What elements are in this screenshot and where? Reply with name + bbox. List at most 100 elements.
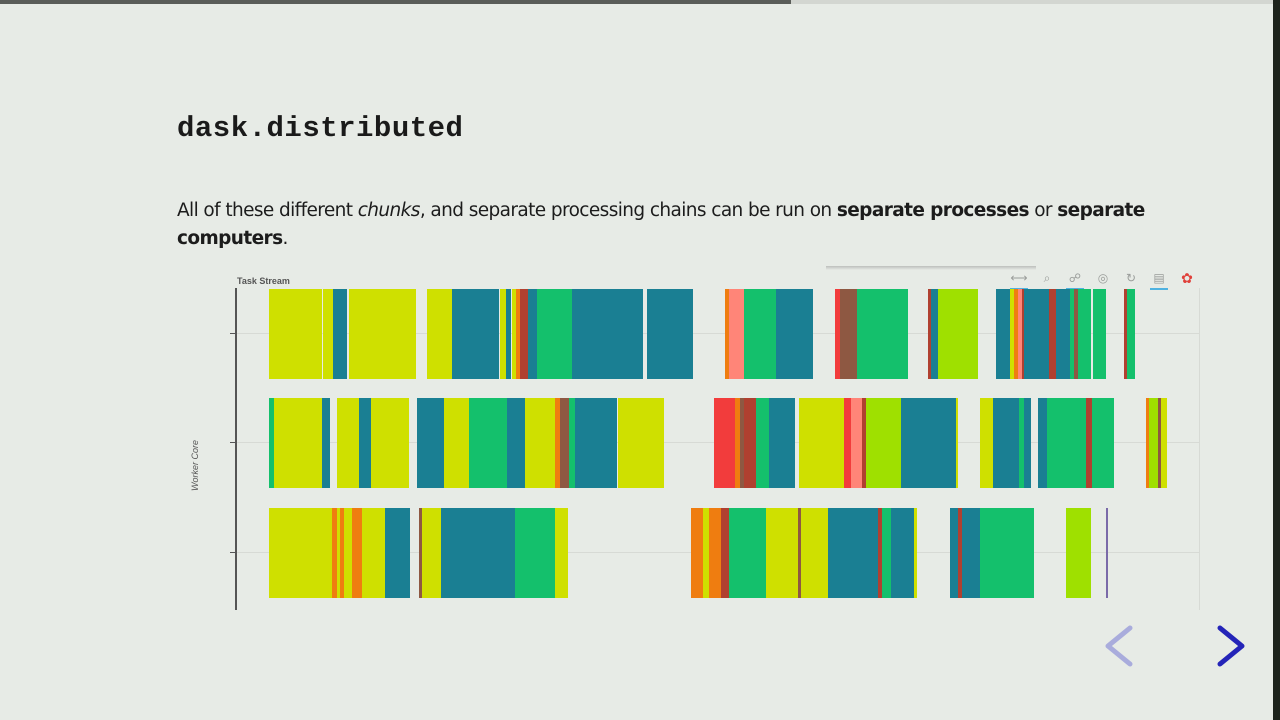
task-bar[interactable] bbox=[1093, 289, 1106, 379]
task-bar[interactable] bbox=[956, 398, 958, 488]
task-bar[interactable] bbox=[791, 289, 813, 379]
task-bar[interactable] bbox=[1086, 398, 1092, 488]
task-bar[interactable] bbox=[1092, 398, 1114, 488]
task-bar[interactable] bbox=[269, 508, 332, 598]
task-bar[interactable] bbox=[478, 289, 499, 379]
task-bar[interactable] bbox=[555, 508, 568, 598]
task-bar[interactable] bbox=[1056, 289, 1070, 379]
task-bar[interactable] bbox=[729, 508, 749, 598]
task-bar[interactable] bbox=[931, 289, 938, 379]
task-bar[interactable] bbox=[878, 508, 882, 598]
task-bar[interactable] bbox=[891, 508, 908, 598]
task-bar[interactable] bbox=[709, 508, 721, 598]
task-bar[interactable] bbox=[958, 508, 962, 598]
task-bar[interactable] bbox=[269, 398, 274, 488]
task-bar[interactable] bbox=[703, 508, 709, 598]
task-bar[interactable] bbox=[1024, 398, 1031, 488]
task-bar[interactable] bbox=[938, 289, 978, 379]
task-bar[interactable] bbox=[857, 289, 908, 379]
task-bar[interactable] bbox=[511, 508, 515, 598]
task-bar[interactable] bbox=[333, 289, 347, 379]
task-bar[interactable] bbox=[1019, 398, 1024, 488]
task-bar[interactable] bbox=[452, 289, 472, 379]
task-bar[interactable] bbox=[950, 508, 958, 598]
task-stream-plot[interactable]: Task Stream ⟷ ⌕ ☍ ◎ ↻ ▤ ✿ Worker Core bbox=[190, 266, 1210, 616]
task-bar[interactable] bbox=[385, 508, 410, 598]
task-bar[interactable] bbox=[851, 398, 862, 488]
task-bar[interactable] bbox=[1010, 289, 1014, 379]
task-bar[interactable] bbox=[486, 508, 491, 598]
task-bar[interactable] bbox=[1038, 398, 1047, 488]
previous-slide-button[interactable] bbox=[1098, 622, 1142, 670]
bokeh-logo[interactable]: ✿ bbox=[1176, 269, 1198, 287]
tap-tool[interactable]: ☍ bbox=[1064, 269, 1086, 290]
task-bar[interactable] bbox=[766, 508, 798, 598]
task-bar[interactable] bbox=[776, 289, 791, 379]
task-bar[interactable] bbox=[749, 508, 766, 598]
task-bar[interactable] bbox=[323, 289, 333, 379]
task-bar[interactable] bbox=[866, 398, 901, 488]
task-bar[interactable] bbox=[430, 508, 441, 598]
wheel-zoom-tool[interactable]: ◎ bbox=[1092, 269, 1114, 287]
task-bar[interactable] bbox=[1024, 289, 1049, 379]
task-bar[interactable] bbox=[1149, 398, 1158, 488]
task-bar[interactable] bbox=[714, 398, 735, 488]
task-bar[interactable] bbox=[744, 398, 756, 488]
task-bar[interactable] bbox=[520, 289, 528, 379]
task-bar[interactable] bbox=[691, 508, 703, 598]
task-bar[interactable] bbox=[349, 289, 416, 379]
task-bar[interactable] bbox=[1066, 508, 1091, 598]
task-bar[interactable] bbox=[269, 289, 322, 379]
task-bar[interactable] bbox=[840, 289, 857, 379]
task-bar[interactable] bbox=[844, 398, 851, 488]
task-bar[interactable] bbox=[740, 398, 744, 488]
task-bar[interactable] bbox=[1022, 289, 1024, 379]
task-bar[interactable] bbox=[1158, 398, 1161, 488]
task-bar[interactable] bbox=[996, 289, 1010, 379]
task-bar[interactable] bbox=[555, 398, 560, 488]
task-bar[interactable] bbox=[560, 398, 569, 488]
task-bar[interactable] bbox=[491, 508, 511, 598]
task-bar[interactable] bbox=[659, 398, 664, 488]
task-bar[interactable] bbox=[525, 398, 555, 488]
reset-tool[interactable]: ↻ bbox=[1120, 269, 1142, 287]
task-bar[interactable] bbox=[344, 508, 352, 598]
task-bar[interactable] bbox=[828, 508, 878, 598]
task-bar[interactable] bbox=[799, 398, 814, 488]
pan-tool[interactable]: ⟷ bbox=[1008, 269, 1030, 290]
task-bar[interactable] bbox=[575, 398, 617, 488]
task-bar[interactable] bbox=[1018, 289, 1022, 379]
task-bar[interactable] bbox=[647, 289, 693, 379]
task-bar[interactable] bbox=[362, 508, 385, 598]
task-bar[interactable] bbox=[507, 398, 512, 488]
task-bar[interactable] bbox=[569, 398, 575, 488]
task-bar[interactable] bbox=[1161, 398, 1167, 488]
task-bar[interactable] bbox=[469, 398, 507, 488]
task-bar[interactable] bbox=[340, 508, 344, 598]
task-bar[interactable] bbox=[914, 508, 917, 598]
task-bar[interactable] bbox=[980, 508, 1034, 598]
task-bar[interactable] bbox=[422, 508, 430, 598]
task-bar[interactable] bbox=[835, 289, 840, 379]
task-bar[interactable] bbox=[721, 508, 729, 598]
task-bar[interactable] bbox=[928, 289, 931, 379]
task-bar[interactable] bbox=[1049, 289, 1056, 379]
task-bar[interactable] bbox=[371, 398, 409, 488]
task-bar[interactable] bbox=[814, 398, 844, 488]
task-bar[interactable] bbox=[528, 289, 537, 379]
task-bar[interactable] bbox=[359, 398, 371, 488]
task-bar[interactable] bbox=[472, 289, 478, 379]
task-bar[interactable] bbox=[1106, 508, 1108, 598]
task-bar[interactable] bbox=[901, 398, 956, 488]
task-bar[interactable] bbox=[337, 508, 340, 598]
task-bar[interactable] bbox=[1146, 398, 1149, 488]
task-bar[interactable] bbox=[735, 398, 740, 488]
task-bar[interactable] bbox=[1014, 289, 1018, 379]
task-bar[interactable] bbox=[908, 508, 914, 598]
task-bar[interactable] bbox=[1047, 398, 1086, 488]
task-bar[interactable] bbox=[993, 398, 1019, 488]
task-bar[interactable] bbox=[729, 289, 744, 379]
task-bar[interactable] bbox=[419, 508, 422, 598]
task-bar[interactable] bbox=[962, 508, 980, 598]
task-bar[interactable] bbox=[1078, 289, 1091, 379]
